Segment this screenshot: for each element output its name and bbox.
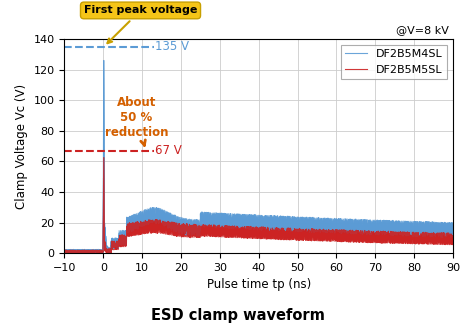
- DF2B5M5SL: [101, 156, 106, 159]
- DF2B5M5SL: [401, 240, 407, 244]
- Text: About
50 %
reduction: About 50 % reduction: [104, 96, 168, 145]
- Text: 135 V: 135 V: [155, 40, 189, 53]
- DF2B5M5SL: [129, 221, 135, 225]
- DF2B5M4SL: [62, 250, 67, 254]
- Line: DF2B5M5SL: DF2B5M5SL: [65, 157, 453, 253]
- DF2B5M5SL: [211, 228, 217, 232]
- X-axis label: Pulse time tp (ns): Pulse time tp (ns): [207, 278, 311, 291]
- DF2B5M5SL: [443, 240, 448, 244]
- Y-axis label: Clamp Voltage Vc (V): Clamp Voltage Vc (V): [15, 83, 28, 209]
- DF2B5M4SL: [129, 224, 135, 228]
- DF2B5M4SL: [401, 223, 407, 227]
- DF2B5M4SL: [106, 249, 112, 253]
- DF2B5M4SL: [105, 251, 111, 255]
- DF2B5M5SL: [228, 234, 233, 238]
- DF2B5M4SL: [443, 224, 448, 228]
- DF2B5M4SL: [211, 214, 217, 218]
- DF2B5M5SL: [104, 251, 109, 255]
- Line: DF2B5M4SL: DF2B5M4SL: [65, 61, 453, 253]
- DF2B5M5SL: [62, 249, 67, 253]
- DF2B5M4SL: [228, 223, 233, 227]
- DF2B5M4SL: [450, 230, 456, 234]
- DF2B5M4SL: [101, 59, 106, 63]
- DF2B5M5SL: [106, 248, 112, 252]
- Text: First peak voltage: First peak voltage: [84, 6, 197, 43]
- DF2B5M5SL: [450, 242, 456, 245]
- Text: 67 V: 67 V: [155, 144, 181, 157]
- Text: @V=8 kV: @V=8 kV: [396, 25, 449, 35]
- Text: ESD clamp waveform: ESD clamp waveform: [151, 308, 324, 323]
- Legend: DF2B5M4SL, DF2B5M5SL: DF2B5M4SL, DF2B5M5SL: [341, 45, 447, 79]
